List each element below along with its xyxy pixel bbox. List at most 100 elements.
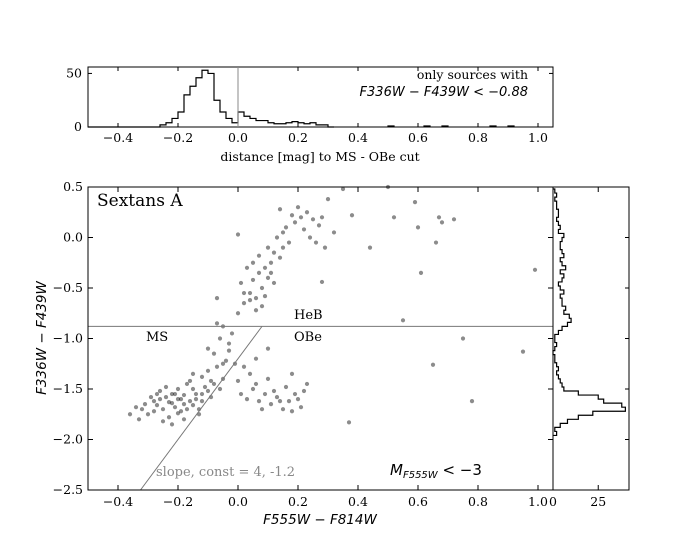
scatter-point [310,217,316,222]
scatter-point [157,397,163,402]
scatter-point [268,260,274,265]
scatter-point [277,255,283,260]
scatter-point [166,400,172,405]
scatter-point [298,215,304,220]
scatter-point [241,290,247,296]
scatter-point [160,407,166,412]
scatter-point [433,240,439,245]
scatter-point [154,403,160,408]
scatter-point [175,411,181,416]
scatter-point [199,391,205,397]
scatter-point [229,331,235,336]
main-x-tick-label: 0.4 [348,494,368,509]
right-x-tick-label: 0 [549,494,557,509]
scatter-point [205,346,211,351]
scatter-point [325,197,331,202]
scatter-point [340,186,346,192]
right-x-tick-label: 25 [590,494,606,509]
scatter-point [292,220,298,225]
scatter-point [460,336,466,341]
scatter-point [208,378,214,384]
top-annotation-line1: only sources with [417,67,528,82]
main-x-tick-label: 0.6 [408,494,428,509]
scatter-point [532,267,538,272]
scatter-point [247,298,253,303]
scatter-point [127,412,133,417]
scatter-point [469,399,475,404]
scatter-point [202,384,208,390]
scatter-point [205,368,211,373]
scatter-point [289,371,295,376]
scatter-point [253,356,259,361]
scatter-point [439,220,445,225]
scatter-point [304,210,310,215]
scatter-point [226,348,232,353]
scatter-point [181,417,187,422]
scatter-point [214,296,220,301]
top-y-tick-label: 50 [66,65,82,80]
scatter-point [169,422,175,427]
top-x-tick-label: −0.2 [163,130,193,145]
scatter-point [283,225,289,230]
main-x-ticks: −0.4 −0.2 0.0 0.2 0.4 0.6 0.8 1.0 [103,187,548,509]
scatter-point [256,399,262,404]
scatter-point [295,205,301,210]
scatter-point [259,304,265,309]
scatter-point [205,388,211,394]
scatter-point [301,227,307,232]
scatter-point [331,230,337,235]
scatter-point [178,397,184,402]
region-label-heb: HeB [294,308,323,323]
top-x-tick-label: 0.6 [408,130,428,145]
scatter-point [289,213,295,218]
main-x-tick-label: 0.2 [288,494,308,509]
scatter-point [349,213,355,218]
scatter-point [520,349,526,354]
scatter-point [451,217,457,222]
scatter-point [313,240,319,245]
scatter-point [268,402,274,407]
top-histogram-outlier-bin [507,125,515,127]
top-x-tick-label: 0.0 [228,130,248,145]
main-y-tick-label: −1.0 [53,331,83,346]
scatter-point [277,399,283,404]
scatter-point [238,280,244,286]
scatter-point [250,386,256,392]
scatter-point [247,290,253,296]
scatter-point [226,341,232,346]
top-x-tick-label: −0.4 [103,130,133,145]
scatter-point [163,394,169,400]
scatter-point [145,412,151,417]
scatter-point [163,384,169,390]
scatter-point [271,250,277,255]
scatter-point [247,371,253,376]
scatter-point [184,407,190,412]
scatter-point [253,381,259,387]
top-x-tick-label: 1.0 [528,130,548,145]
scatter-point [436,215,442,220]
panel-title: Sextans A [97,191,183,211]
scatter-point [391,215,397,220]
scatter-point [253,308,259,313]
scatter-point [241,301,247,306]
scatter-point [211,351,217,356]
scatter-point [217,386,223,392]
scatter-point [256,270,262,275]
scatter-point [400,318,406,323]
scatter-point [193,391,199,397]
right-histogram-panel: 0 25 [549,186,630,509]
scatter-point [265,346,271,351]
scatter-point [214,321,220,326]
scatter-point [181,392,187,398]
scatter-point [244,397,250,402]
scatter-point [418,270,424,275]
scatter-point [412,200,418,205]
scatter-point [199,374,205,379]
scatter-point [184,381,190,387]
region-label-ms: MS [146,330,168,345]
scatter-point [169,391,175,397]
scatter-point [289,409,295,414]
right-axes-frame [552,186,630,491]
scatter-point [280,407,286,412]
scatter-point [178,409,184,414]
